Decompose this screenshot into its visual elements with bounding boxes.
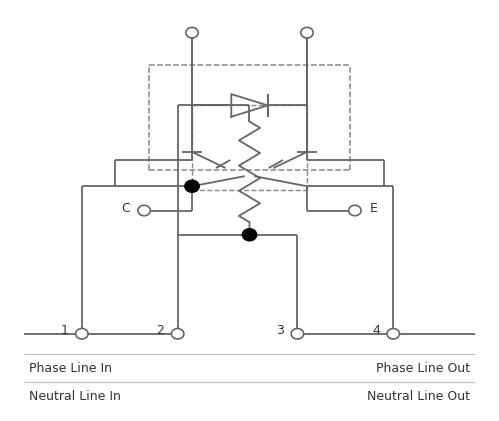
Circle shape	[186, 27, 198, 38]
Text: 2: 2	[156, 324, 164, 337]
Text: 4: 4	[372, 324, 380, 337]
Circle shape	[301, 27, 313, 38]
Circle shape	[76, 328, 88, 339]
Circle shape	[172, 328, 184, 339]
Circle shape	[243, 229, 256, 241]
Circle shape	[349, 205, 361, 216]
Text: 3: 3	[276, 324, 284, 337]
Text: 1: 1	[60, 324, 68, 337]
Text: Phase Line Out: Phase Line Out	[376, 362, 470, 375]
Text: Phase Line In: Phase Line In	[29, 362, 112, 375]
Text: Neutral Line In: Neutral Line In	[29, 390, 121, 403]
Text: C: C	[121, 202, 130, 215]
Circle shape	[291, 328, 303, 339]
Circle shape	[138, 205, 150, 216]
Circle shape	[387, 328, 399, 339]
Text: Neutral Line Out: Neutral Line Out	[367, 390, 470, 403]
Text: E: E	[369, 202, 377, 215]
Circle shape	[185, 180, 199, 192]
